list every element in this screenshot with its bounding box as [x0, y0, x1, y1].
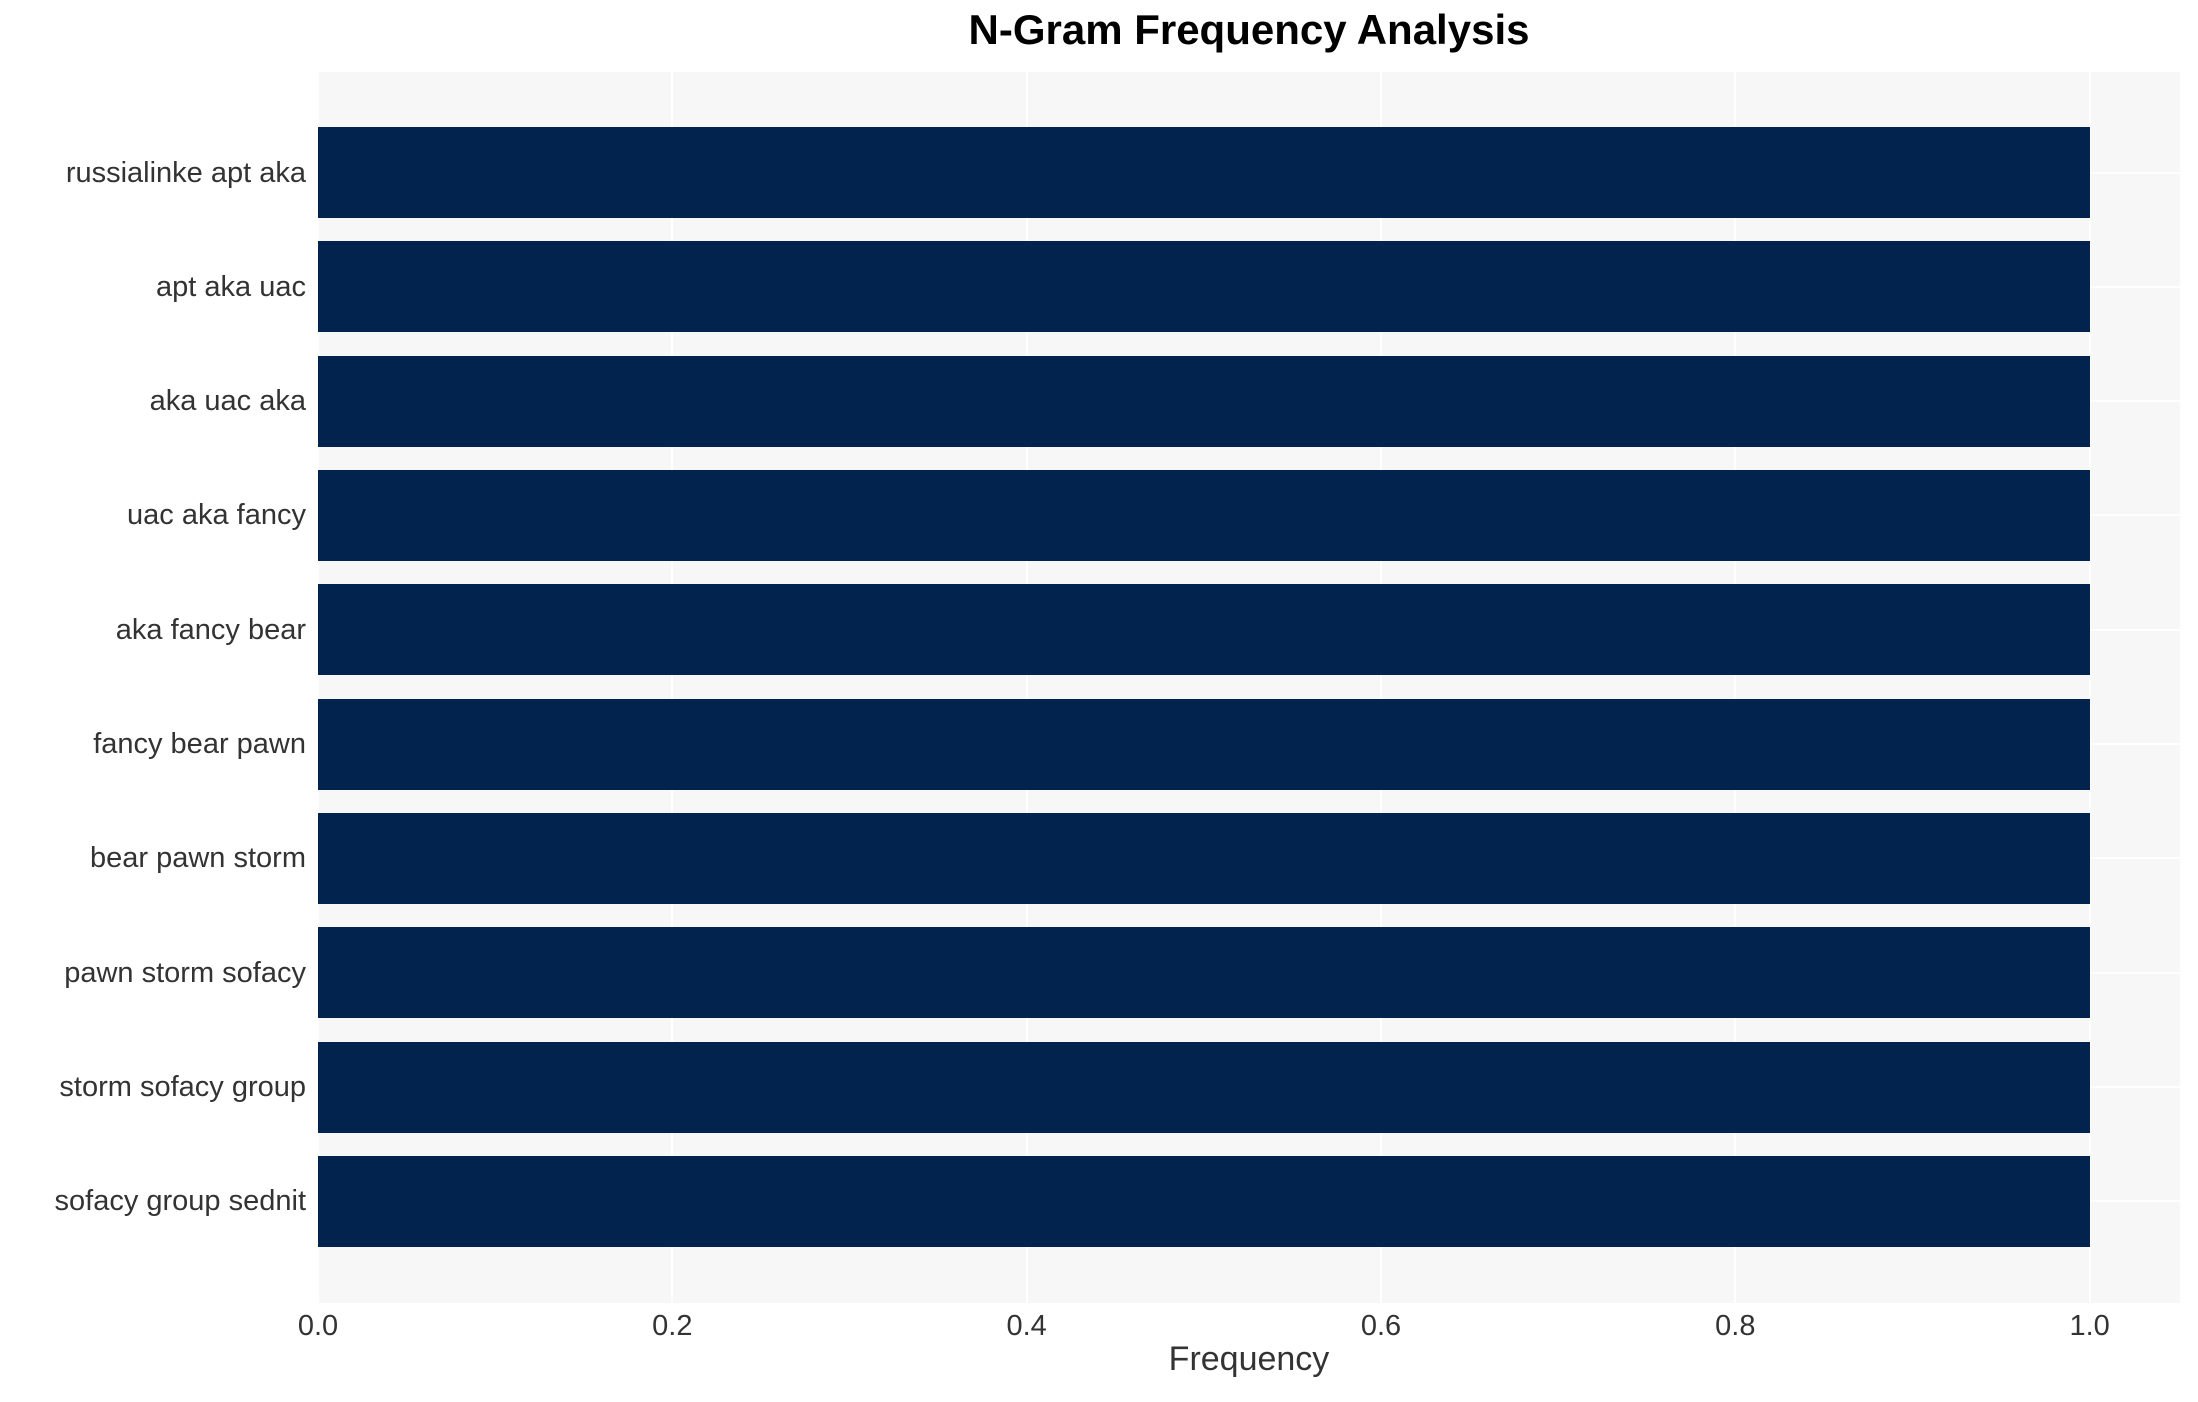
bar-uac-aka-fancy	[318, 469, 2090, 561]
bar-russialinke-apt-aka	[318, 127, 2090, 218]
y-tick-label: apt aka uac	[156, 270, 306, 303]
y-tick-label: fancy bear pawn	[93, 728, 306, 761]
x-gridline-1.0	[2088, 72, 2091, 1303]
x-gridline-0.6	[1379, 72, 1382, 1303]
x-gridline-0.2	[671, 72, 674, 1303]
bar-aka-uac-aka	[318, 355, 2090, 447]
x-tick-label-0.4: 0.4	[1006, 1310, 1047, 1342]
y-tick-label: bear pawn storm	[90, 842, 306, 875]
chart-title: N-Gram Frequency Analysis	[968, 6, 1530, 53]
x-tick-label-0.2: 0.2	[652, 1310, 693, 1342]
y-tick-label: aka uac aka	[149, 385, 306, 418]
bar-bear-pawn-storm	[318, 812, 2090, 904]
plot-area	[317, 72, 2180, 1303]
x-tick-label-1.0: 1.0	[2069, 1310, 2110, 1342]
bar-pawn-storm-sofacy	[318, 927, 2090, 1019]
y-tick-label: aka fancy bear	[115, 613, 306, 646]
bar-aka-fancy-bear	[318, 584, 2090, 676]
x-tick-label-0.8: 0.8	[1715, 1310, 1756, 1342]
x-tick-label-0.6: 0.6	[1360, 1310, 1402, 1342]
y-tick-label: russialinke apt aka	[65, 156, 306, 189]
y-tick-label: pawn storm sofacy	[64, 956, 306, 989]
x-gridline-0.0	[317, 72, 319, 1303]
x-gridline-0.4	[1025, 72, 1028, 1303]
y-tick-label: uac aka fancy	[127, 499, 306, 532]
bar-fancy-bear-pawn	[318, 698, 2090, 790]
bar-apt-aka-uac	[318, 241, 2090, 333]
x-tick-label-0.0: 0.0	[297, 1310, 339, 1342]
x-axis-title: Frequency	[1168, 1340, 1330, 1378]
bar-sofacy-group-sednit	[318, 1155, 2090, 1247]
bar-storm-sofacy-group	[318, 1041, 2090, 1133]
y-tick-label: sofacy group sednit	[54, 1185, 306, 1218]
y-tick-label: storm sofacy group	[59, 1071, 306, 1104]
x-gridline-0.8	[1734, 72, 1737, 1303]
